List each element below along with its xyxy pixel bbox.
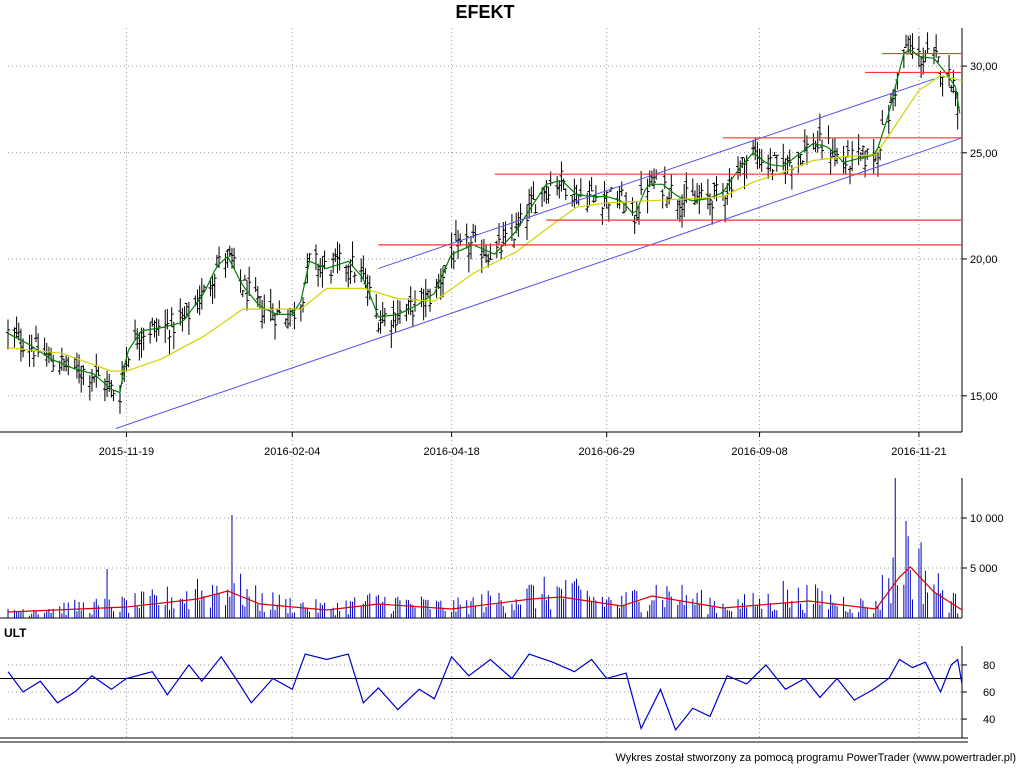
grid [8, 28, 962, 738]
x-tick-label: 2016-06-29 [579, 446, 635, 458]
x-tick-label: 2016-02-04 [264, 446, 320, 458]
volume-y-tick-label: 5 000 [970, 563, 998, 575]
price-y-tick-label: 15,00 [970, 391, 998, 403]
ult-line [7, 653, 963, 732]
ma-long-line [7, 75, 963, 372]
volume-ma-line [7, 566, 963, 613]
ult-y-tick-label: 60 [983, 687, 995, 699]
ohlc-bars [6, 32, 960, 414]
x-tick-label: 2016-09-08 [731, 446, 787, 458]
price-y-tick-label: 25,00 [970, 148, 998, 160]
ult-y-tick-label: 40 [983, 714, 995, 726]
x-tick-label: 2016-11-21 [891, 446, 946, 458]
ult-y-tick-label: 80 [983, 660, 995, 672]
price-y-tick-label: 30,00 [970, 61, 998, 73]
ult-indicator-label: ULT [4, 626, 27, 640]
chart-title: EFEKT [455, 2, 515, 22]
price-y-tick-label: 20,00 [970, 254, 998, 266]
volume-y-tick-label: 10 000 [970, 513, 1004, 525]
footer-credit: Wykres został stworzony za pomocą progra… [615, 752, 1016, 764]
axes: 2015-11-19 2016-02-04 2016-04-18 2016-06-29… [0, 28, 1004, 743]
volume-bars [7, 478, 959, 618]
trend-channel-lower-line [115, 137, 963, 430]
x-tick-label: 2015-11-19 [99, 446, 154, 458]
x-tick-label: 2016-04-18 [423, 446, 479, 458]
ma-short-line [7, 49, 961, 394]
